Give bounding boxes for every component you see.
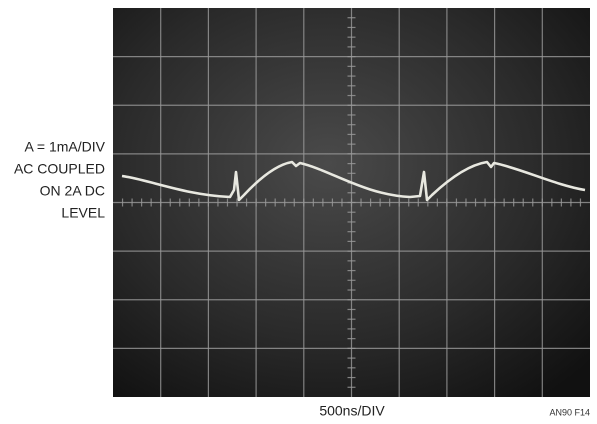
channel-label: AC COUPLED [14,161,105,177]
figure-id: AN90 F14 [549,407,590,417]
figure: A = 1mA/DIV AC COUPLED ON 2A DC LEVEL 50… [0,0,597,424]
channel-label: LEVEL [61,205,105,221]
channel-label: ON 2A DC [40,183,105,199]
page: A = 1mA/DIV AC COUPLED ON 2A DC LEVEL 50… [0,0,597,424]
channel-label: A = 1mA/DIV [24,139,105,155]
time-scale-label: 500ns/DIV [319,403,385,419]
